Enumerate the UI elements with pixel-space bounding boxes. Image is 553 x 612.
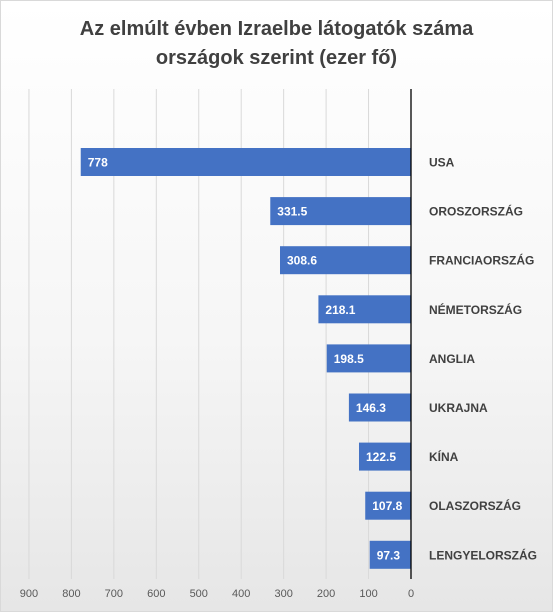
bar-value-label: 107.8 — [372, 499, 402, 513]
x-tick-label: 700 — [105, 588, 123, 600]
bar-value-label: 146.3 — [356, 401, 386, 415]
x-tick-label: 200 — [317, 588, 335, 600]
x-tick-label: 900 — [20, 588, 38, 600]
x-tick-label: 100 — [359, 588, 377, 600]
bar — [369, 540, 411, 569]
category-label: OROSZORSZÁG — [429, 204, 523, 219]
bar — [279, 246, 411, 275]
bar-value-label: 198.5 — [334, 352, 364, 366]
bar-value-label: 218.1 — [325, 303, 355, 317]
bar-value-label: 778 — [88, 156, 108, 170]
category-label: UKRAJNA — [429, 401, 488, 415]
bar — [358, 442, 411, 471]
category-label: LENGYELORSZÁG — [429, 547, 537, 562]
bar — [348, 393, 411, 422]
chart-title: Az elmúlt évben Izraelbe látogatók száma… — [1, 15, 552, 73]
chart-title-line-1: Az elmúlt évben Izraelbe látogatók száma — [79, 18, 474, 40]
x-tick-label: 300 — [274, 588, 292, 600]
bar — [326, 344, 411, 373]
category-label: ANGLIA — [429, 352, 475, 366]
category-label: NÉMETORSZÁG — [429, 302, 522, 317]
bar-value-label: 308.6 — [287, 254, 317, 268]
category-label: USA — [429, 156, 455, 170]
category-label: KÍNA — [429, 449, 459, 464]
bar-value-label: 97.3 — [377, 548, 401, 562]
bar — [365, 491, 411, 520]
x-tick-label: 600 — [147, 588, 165, 600]
chart-title-line-2: országok szerint (ezer fő) — [155, 47, 398, 69]
x-tick-label: 400 — [232, 588, 250, 600]
bar-value-label: 122.5 — [366, 450, 396, 464]
x-tick-label: 500 — [190, 588, 208, 600]
x-tick-label: 800 — [62, 588, 80, 600]
bar — [318, 295, 411, 324]
category-label: FRANCIAORSZÁG — [429, 253, 534, 268]
category-label: OLASZORSZÁG — [429, 498, 521, 513]
bar — [270, 197, 411, 226]
bar — [80, 148, 411, 176]
x-tick-label: 0 — [408, 588, 414, 600]
bar-value-label: 331.5 — [277, 205, 307, 219]
